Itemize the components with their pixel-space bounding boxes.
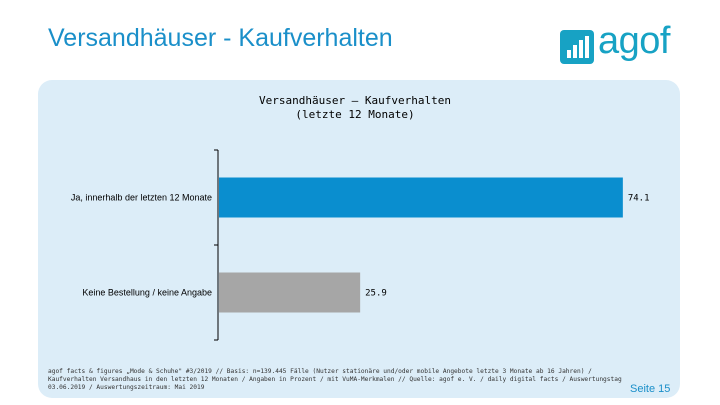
bar-chart-icon <box>560 30 594 64</box>
source-line: 03.06.2019 / Auswertungszeitraum: Mai 20… <box>48 384 205 391</box>
logo-wordmark: agof <box>598 20 670 62</box>
source-note: agof facts & figures „Mode & Schuhe" #3/… <box>48 368 622 392</box>
chart-title-block: Versandhäuser – Kaufverhalten (letzte 12… <box>0 94 710 122</box>
data-label: 74.1 <box>628 194 650 204</box>
chart-panel <box>38 80 680 398</box>
bar <box>219 272 361 313</box>
bar <box>219 177 623 218</box>
page-title: Versandhäuser - Kaufverhalten <box>48 24 393 52</box>
category-label: Keine Bestellung / keine Angabe <box>82 288 212 298</box>
source-line: agof facts & figures „Mode & Schuhe" #3/… <box>48 368 592 375</box>
chart-subtitle: (letzte 12 Monate) <box>295 108 415 121</box>
agof-logo: agof <box>560 20 680 66</box>
category-label: Ja, innerhalb der letzten 12 Monate <box>71 193 212 203</box>
data-label: 25.9 <box>365 289 387 299</box>
source-line: Kaufverhalten Versandhaus in den letzten… <box>48 376 622 383</box>
chart-title: Versandhäuser – Kaufverhalten <box>258 94 452 107</box>
page-number: Seite 15 <box>630 383 671 395</box>
